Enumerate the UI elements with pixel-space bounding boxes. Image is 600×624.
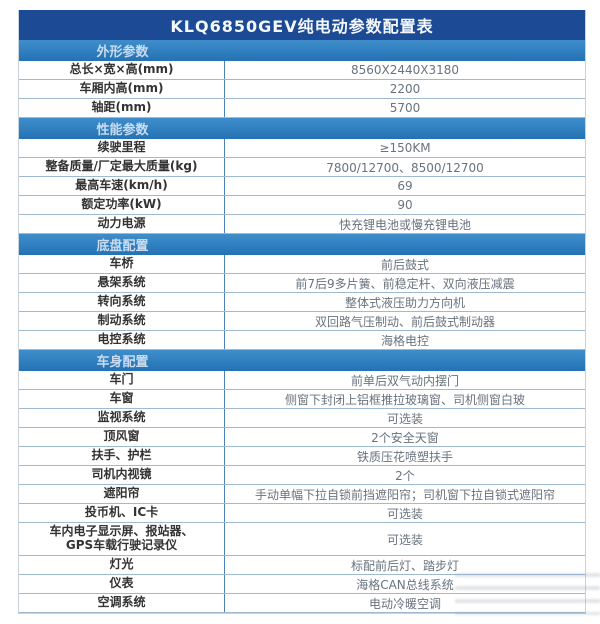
spec-row: 整备质量/厂定最大质量(kg) 7800/12700、8500/12700 — [19, 158, 585, 177]
spec-row-value: 5700 — [389, 101, 421, 115]
spec-row: 监视系统 可选装 — [19, 409, 585, 428]
spec-row-value: 2200 — [389, 82, 421, 96]
spec-row: 电控系统 海格电控 — [19, 331, 585, 350]
spec-row-label: 扶手、护栏 — [19, 447, 225, 465]
spec-row-value: ≥150KM — [379, 141, 431, 155]
spec-row: 灯光 标配前后灯、踏步灯 — [19, 556, 585, 575]
spec-row-value: 7800/12700、8500/12700 — [326, 160, 484, 175]
spec-row-label: 总长×宽×高(mm) — [19, 61, 225, 79]
spec-row-value: 90 — [397, 198, 413, 212]
spec-row-value: 可选装 — [386, 532, 423, 547]
spec-row-value: 前单后双气动内摆门 — [350, 373, 459, 388]
spec-row: 车桥 前后鼓式 — [19, 255, 585, 274]
spec-row-value: 8560X2440X3180 — [350, 63, 460, 77]
spec-row-label: 悬架系统 — [19, 274, 225, 292]
spec-row: 悬架系统 前7后9多片簧、前稳定杆、双向液压减震 — [19, 274, 585, 293]
section-header: 性能参数 — [19, 118, 585, 139]
spec-row: 轴距(mm) 5700 — [19, 99, 585, 118]
table-title: KLQ6850GEV纯电动参数配置表 — [19, 10, 585, 40]
section-header: 外形参数 — [19, 40, 585, 61]
spec-row: 车内电子显示屏、报站器、 GPS车载行驶记录仪 可选装 — [19, 523, 585, 556]
section-header-label: 性能参数 — [96, 123, 149, 138]
spec-table: KLQ6850GEV纯电动参数配置表 外形参数 总长×宽×高(mm) 8560X24… — [18, 10, 586, 614]
spec-row-label: 司机内视镜 — [19, 466, 225, 484]
spec-row: 车窗 侧窗下封闭上铝框推拉玻璃窗、司机侧窗白玻 — [19, 390, 585, 409]
spec-row-value: 海格CAN总线系统 — [356, 577, 454, 592]
spec-row-label: 仪表 — [19, 575, 225, 593]
spec-row-value: 整体式液压助力方向机 — [344, 295, 465, 310]
spec-row-value: 侧窗下封闭上铝框推拉玻璃窗、司机侧窗白玻 — [284, 392, 525, 407]
spec-row-label: 车桥 — [19, 255, 225, 273]
spec-row-label: 最高车速(km/h) — [19, 177, 225, 195]
spec-row-value: 标配前后灯、踏步灯 — [350, 558, 459, 573]
table-body: 外形参数 总长×宽×高(mm) 8560X2440X3180 车厢内高(mm) 2200… — [19, 40, 585, 613]
spec-row-label: 转向系统 — [19, 293, 225, 311]
spec-row-value: 可选装 — [386, 411, 423, 426]
spec-row: 最高车速(km/h) 69 — [19, 177, 585, 196]
spec-row: 额定功率(kW) 90 — [19, 196, 585, 215]
spec-row-label: 车门 — [19, 371, 225, 389]
spec-row-label: 监视系统 — [19, 409, 225, 427]
spec-row-value: 铁质压花喷塑扶手 — [356, 449, 453, 464]
spec-row-label: 制动系统 — [19, 312, 225, 330]
spec-row-value: 2个安全天窗 — [371, 430, 439, 445]
spec-row: 遮阳帘 手动单幅下拉自锁前挡遮阳帘；司机窗下拉自锁式遮阳帘 — [19, 485, 585, 504]
spec-row: 投币机、IC卡 可选装 — [19, 504, 585, 523]
spec-row: 续驶里程 ≥150KM — [19, 139, 585, 158]
spec-row-label: 空调系统 — [19, 594, 225, 612]
spec-row-label: 投币机、IC卡 — [19, 504, 225, 522]
section-header: 底盘配置 — [19, 234, 585, 255]
spec-row: 顶风窗 2个安全天窗 — [19, 428, 585, 447]
spec-row: 扶手、护栏 铁质压花喷塑扶手 — [19, 447, 585, 466]
spec-row-label: 整备质量/厂定最大质量(kg) — [19, 158, 225, 176]
spec-row: 转向系统 整体式液压助力方向机 — [19, 293, 585, 312]
spec-row: 车厢内高(mm) 2200 — [19, 80, 585, 99]
spec-row-value: 海格电控 — [380, 333, 429, 348]
spec-row-label: 轴距(mm) — [19, 99, 225, 117]
section-header-label: 底盘配置 — [96, 239, 149, 254]
spec-row-label: 车内电子显示屏、报站器、 GPS车载行驶记录仪 — [19, 523, 225, 555]
spec-row-label: 遮阳帘 — [19, 485, 225, 503]
spec-row-label: 续驶里程 — [19, 139, 225, 157]
spec-row-label: 额定功率(kW) — [19, 196, 225, 214]
spec-row: 总长×宽×高(mm) 8560X2440X3180 — [19, 61, 585, 80]
spec-row-label: 顶风窗 — [19, 428, 225, 446]
spec-row-label: 电控系统 — [19, 331, 225, 349]
spec-row-label: 灯光 — [19, 556, 225, 574]
spec-row-value: 前后鼓式 — [380, 257, 429, 272]
spec-row: 仪表 海格CAN总线系统 — [19, 575, 585, 594]
section-header-label: 车身配置 — [96, 355, 149, 370]
spec-row-value: 前7后9多片簧、前稳定杆、双向液压减震 — [295, 276, 515, 291]
spec-row-value: 可选装 — [386, 506, 423, 521]
spec-row: 制动系统 双回路气压制动、前后鼓式制动器 — [19, 312, 585, 331]
spec-row-label: 车厢内高(mm) — [19, 80, 225, 98]
spec-row: 动力电源 快充锂电池或慢充锂电池 — [19, 215, 585, 234]
spec-row-value: 手动单幅下拉自锁前挡遮阳帘；司机窗下拉自锁式遮阳帘 — [254, 487, 555, 502]
section-header: 车身配置 — [19, 350, 585, 371]
spec-row-value: 双回路气压制动、前后鼓式制动器 — [314, 314, 495, 329]
spec-row-value: 2个 — [395, 468, 415, 483]
spec-row-value: 电动冷暖空调 — [368, 596, 441, 611]
spec-row-value: 69 — [397, 179, 413, 193]
section-header-label: 外形参数 — [96, 45, 149, 60]
spec-row-label: 车窗 — [19, 390, 225, 408]
spec-row: 司机内视镜 2个 — [19, 466, 585, 485]
spec-row: 空调系统 电动冷暖空调 — [19, 594, 585, 613]
spec-row: 车门 前单后双气动内摆门 — [19, 371, 585, 390]
spec-row-label: 动力电源 — [19, 215, 225, 233]
spec-row-value: 快充锂电池或慢充锂电池 — [338, 217, 471, 232]
